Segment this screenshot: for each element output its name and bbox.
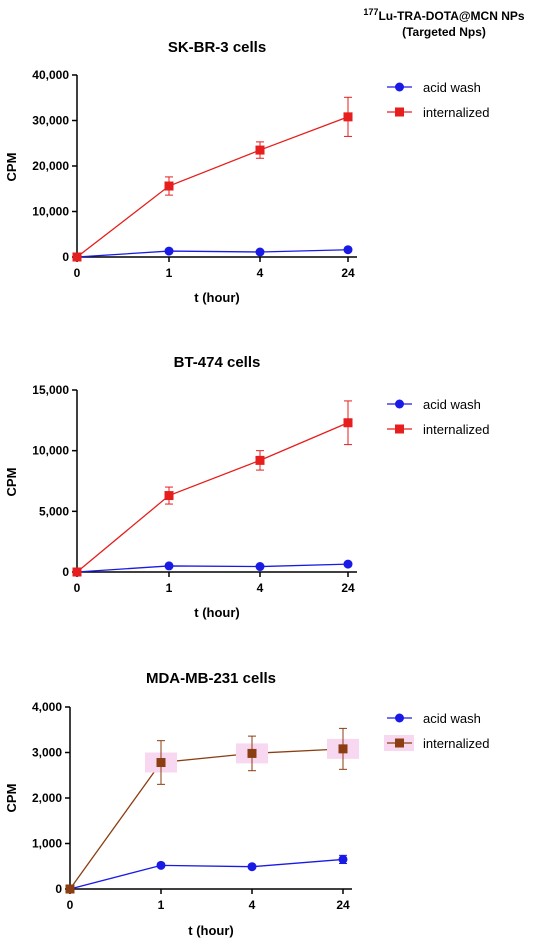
chart-panel-bt-474: BT-474 cells CPM t (hour) 0 5,000 10,000 15,00… (4, 354, 490, 620)
data-point-square (65, 884, 75, 894)
x-tick-label: 1 (166, 266, 173, 280)
series-line-internalized (76, 422, 349, 573)
legend-label: acid wash (423, 80, 481, 95)
series-line-acid-wash (76, 563, 349, 573)
y-tick-label: 5,000 (39, 504, 69, 518)
data-point-circle (164, 246, 174, 256)
y-tick-label: 0 (62, 565, 69, 579)
y-tick-label: 0 (62, 250, 69, 264)
x-axis-label: t (hour) (194, 605, 239, 620)
legend-label: internalized (423, 736, 490, 751)
legend-label: internalized (423, 105, 490, 120)
data-point-circle (156, 860, 166, 870)
data-point-square (164, 491, 174, 501)
data-point-square (247, 748, 257, 758)
data-point-square (338, 744, 348, 754)
x-axis-label: t (hour) (194, 290, 239, 305)
legend-marker-circle (395, 399, 404, 409)
x-tick-label: 1 (158, 898, 165, 912)
data-point-circle (338, 854, 348, 864)
chart-title: BT-474 cells (174, 354, 261, 371)
data-point-circle (164, 561, 174, 571)
x-tick-label: 0 (74, 581, 81, 595)
series-line-acid-wash (76, 249, 349, 258)
legend-marker-circle (395, 82, 404, 92)
data-point-square (72, 567, 82, 577)
data-point-square (255, 145, 265, 155)
x-tick-label: 4 (257, 266, 264, 280)
header-superscript: 177 (363, 7, 378, 17)
chart-title: SK-BR-3 cells (168, 39, 266, 56)
x-tick-label: 0 (67, 898, 74, 912)
y-tick-label: 15,000 (32, 383, 69, 397)
y-axis-label: CPM (4, 784, 19, 813)
data-point-circle (343, 559, 353, 569)
x-tick-label: 24 (341, 581, 355, 595)
y-tick-label: 1,000 (32, 837, 62, 851)
x-tick-label: 0 (74, 266, 81, 280)
x-tick-label: 4 (257, 581, 264, 595)
y-tick-label: 0 (55, 882, 62, 896)
data-point-square (156, 758, 166, 768)
y-axis-label: CPM (4, 153, 19, 182)
data-point-circle (255, 562, 265, 572)
data-point-square (343, 418, 353, 428)
y-tick-label: 30,000 (32, 114, 69, 128)
y-tick-label: 20,000 (32, 159, 69, 173)
legend-marker-square (395, 424, 404, 434)
data-point-square (343, 112, 353, 122)
header-label: 177Lu-TRA-DOTA@MCN NPs (363, 7, 524, 23)
chart-panel-sk-br-3: SK-BR-3 cells CPM t (hour) 0 10,000 20,000 30,… (4, 39, 490, 305)
data-point-square (72, 252, 82, 262)
legend-marker-square (395, 738, 404, 748)
series-line-internalized (69, 748, 344, 890)
legend-label: internalized (423, 422, 490, 437)
header-line2: (Targeted Nps) (402, 25, 486, 39)
y-tick-label: 10,000 (32, 444, 69, 458)
y-axis-label: CPM (4, 468, 19, 497)
series-line-acid-wash (69, 858, 344, 890)
x-axis-label: t (hour) (188, 923, 233, 938)
data-point-circle (247, 862, 257, 872)
legend-label: acid wash (423, 711, 481, 726)
legend-marker-square (395, 107, 404, 117)
legend-marker-circle (395, 713, 404, 723)
data-point-circle (343, 245, 353, 255)
legend-label: acid wash (423, 397, 481, 412)
chart-panel-mda-mb-231: MDA-MB-231 cells CPM t (hour) 0 1,000 2,000 3,… (4, 670, 490, 938)
y-tick-label: 10,000 (32, 205, 69, 219)
y-tick-label: 2,000 (32, 791, 62, 805)
series-line-internalized (76, 116, 349, 258)
x-tick-label: 4 (249, 898, 256, 912)
y-tick-label: 3,000 (32, 746, 62, 760)
x-tick-label: 24 (341, 266, 355, 280)
data-point-square (255, 455, 265, 465)
y-tick-label: 40,000 (32, 68, 69, 82)
chart-title: MDA-MB-231 cells (146, 670, 276, 687)
x-tick-label: 1 (166, 581, 173, 595)
data-point-square (164, 181, 174, 191)
header-line1: Lu-TRA-DOTA@MCN NPs (378, 9, 524, 23)
x-tick-label: 24 (336, 898, 350, 912)
y-tick-label: 4,000 (32, 700, 62, 714)
data-point-circle (255, 247, 265, 257)
